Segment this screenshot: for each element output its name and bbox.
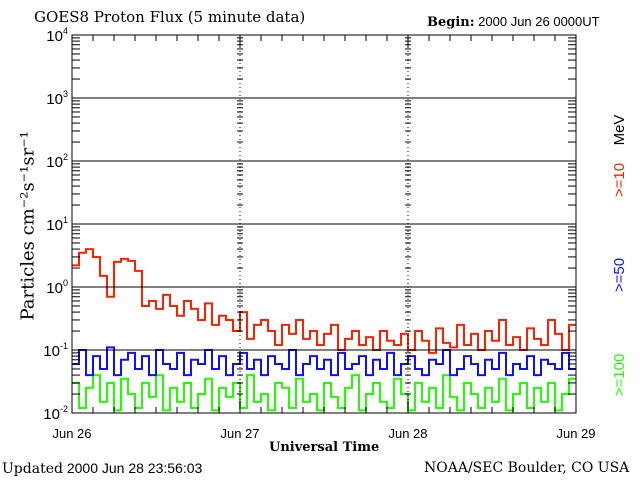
- y-tick-label: 101: [46, 215, 68, 234]
- series-line-gte100: [72, 374, 576, 412]
- series-line-gte50: [72, 346, 576, 377]
- y-tick-label: 102: [46, 152, 68, 171]
- legend-gte100: >=100: [611, 354, 628, 397]
- series-line-gte10: [72, 248, 576, 354]
- updated-time: Updated 2000 Jun 28 23:56:03: [2, 460, 202, 477]
- y-tick-label: 10-1: [43, 341, 68, 360]
- chart-title: GOES8 Proton Flux (5 minute data): [34, 8, 306, 26]
- x-tick-label: Jun 29: [556, 426, 595, 441]
- updated-value: 2000 Jun 28 23:56:03: [66, 460, 203, 476]
- y-tick-label: 104: [46, 26, 68, 45]
- y-tick-label: 10-2: [43, 404, 68, 423]
- legend-gte50: >=50: [611, 258, 628, 292]
- x-tick-label: Jun 27: [220, 426, 259, 441]
- begin-time: Begin: 2000 Jun 26 0000UT: [427, 14, 600, 30]
- begin-label: Begin:: [427, 15, 475, 30]
- y-tick-label: 100: [46, 278, 68, 297]
- begin-value: 2000 Jun 26 0000UT: [478, 14, 600, 29]
- credit-text: NOAA/SEC Boulder, CO USA: [424, 460, 630, 476]
- legend-unit: MeV: [611, 115, 628, 146]
- x-tick-label: Jun 26: [52, 426, 91, 441]
- y-tick-label: 103: [46, 89, 68, 108]
- x-axis-label: Universal Time: [269, 440, 380, 455]
- x-tick-label: Jun 28: [388, 426, 427, 441]
- updated-label: Updated: [2, 461, 63, 477]
- legend-gte10: >=10: [611, 163, 628, 197]
